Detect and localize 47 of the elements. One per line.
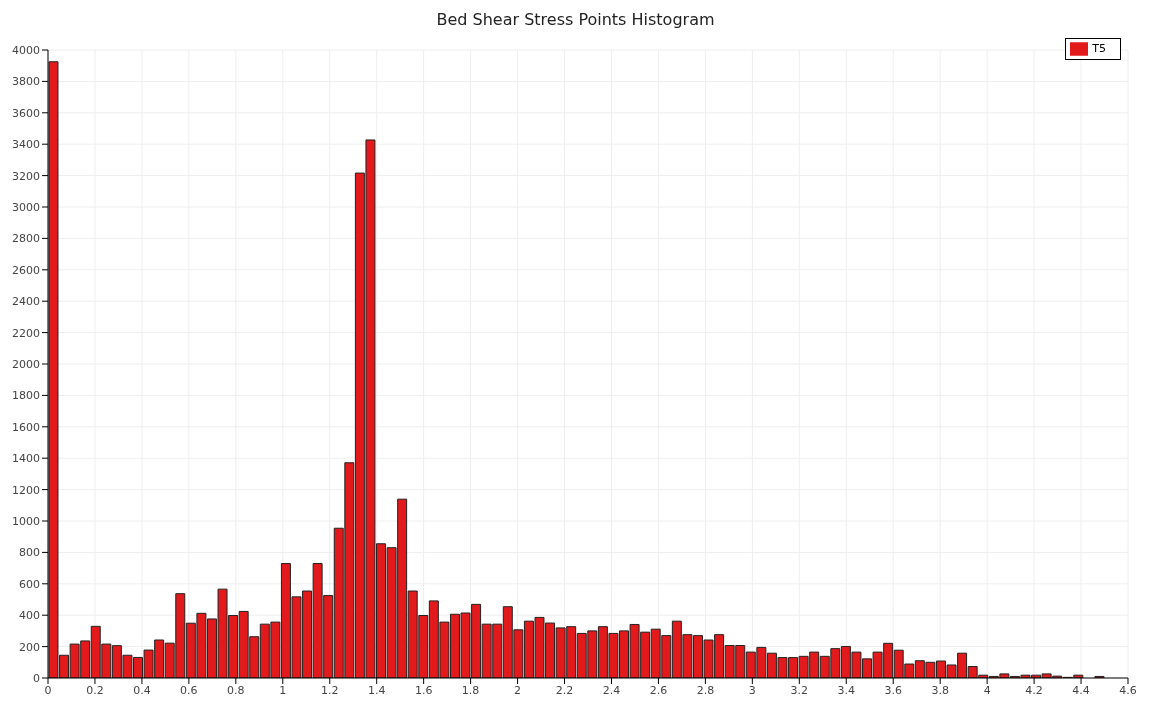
- y-tick-label: 2800: [12, 232, 40, 246]
- y-tick-label: 1000: [12, 514, 40, 528]
- y-tick-label: 800: [19, 546, 40, 560]
- x-tick-label: 1.8: [461, 683, 480, 697]
- y-tick-label: 2000: [12, 357, 40, 371]
- x-tick-label: 3.4: [837, 683, 856, 697]
- x-tick-label: 2: [514, 683, 522, 697]
- y-tick-label: 200: [19, 640, 40, 654]
- y-tick-label: 3000: [12, 200, 40, 214]
- x-tick-label: 2.8: [696, 683, 715, 697]
- x-tick-label: 4.2: [1025, 683, 1043, 697]
- x-tick-label: 3.2: [790, 683, 809, 697]
- x-tick-label: 1.6: [414, 683, 433, 697]
- y-tick-label: 1800: [12, 389, 40, 403]
- y-tick-label: 2400: [12, 295, 40, 309]
- y-tick-label: 3400: [12, 138, 40, 152]
- y-tick-label: 1200: [12, 483, 40, 497]
- y-tick-label: 1600: [12, 420, 40, 434]
- x-tick-label: 3.8: [931, 683, 949, 697]
- y-tick-label: 2200: [12, 326, 40, 340]
- x-tick-label: 0.8: [227, 683, 245, 697]
- y-tick-label: 3200: [12, 169, 40, 183]
- y-tick-label: 0: [33, 671, 40, 685]
- x-tick-label: 3.6: [884, 683, 902, 697]
- y-tick-label: 4000: [12, 43, 40, 57]
- x-tick-label: 0.2: [86, 683, 104, 697]
- x-tick-label: 4.4: [1072, 683, 1090, 697]
- x-tick-label: 0: [44, 683, 52, 697]
- x-tick-label: 0.6: [180, 683, 198, 697]
- y-tick-label: 3800: [12, 75, 40, 89]
- chart-title: Bed Shear Stress Points Histogram: [435, 10, 716, 29]
- y-tick-label: 400: [19, 609, 40, 623]
- y-tick-label: 3600: [12, 106, 40, 120]
- y-tick-label: 600: [19, 577, 40, 591]
- x-tick-label: 4.6: [1119, 683, 1137, 697]
- legend-label: T5: [1092, 42, 1106, 55]
- x-tick-label: 1: [279, 683, 287, 697]
- x-tick-label: 3: [748, 683, 756, 697]
- x-tick-label: 0.4: [133, 683, 151, 697]
- x-tick-label: 2.2: [555, 683, 574, 697]
- x-tick-label: 2.4: [602, 683, 621, 697]
- y-tick-label: 2600: [12, 263, 40, 277]
- x-tick-label: 4: [983, 683, 991, 697]
- y-tick-label: 1400: [12, 452, 40, 466]
- x-tick-label: 2.6: [649, 683, 668, 697]
- x-tick-label: 1.4: [367, 683, 386, 697]
- x-tick-label: 1.2: [320, 683, 339, 697]
